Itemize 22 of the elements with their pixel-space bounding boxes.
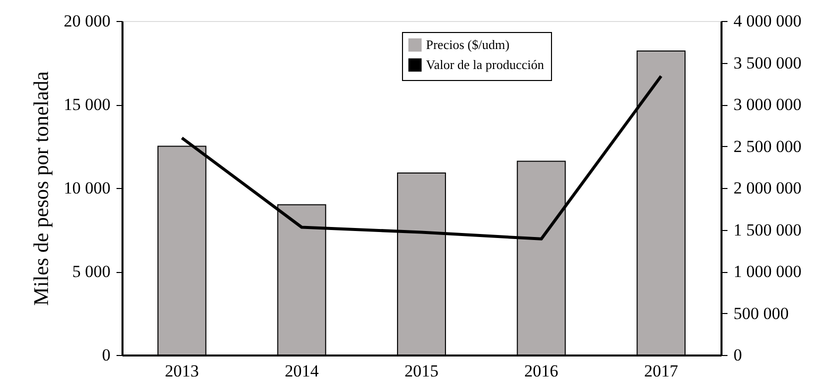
y2-tick-label: 3 000 000 bbox=[734, 95, 802, 114]
x-tick-label: 2013 bbox=[164, 362, 199, 380]
x-tick-label: 2016 bbox=[524, 362, 558, 380]
y2-tick-label: 2 000 000 bbox=[734, 178, 802, 198]
x-tick-label: 2017 bbox=[644, 362, 679, 380]
legend-label: Valor de la producción bbox=[426, 56, 545, 72]
y2-tick-label: 500 000 bbox=[734, 304, 789, 323]
y2-tick-label: 0 bbox=[734, 346, 742, 364]
y-tick-label: 5 000 bbox=[72, 262, 110, 281]
legend-label: Precios ($/udm) bbox=[426, 36, 510, 52]
y2-tick-label: 1 000 000 bbox=[734, 262, 802, 281]
y-tick-label: 10 000 bbox=[64, 178, 110, 198]
y-tick-label: 15 000 bbox=[64, 95, 110, 114]
y-axis-title: Miles de pesos por tonelada bbox=[28, 70, 53, 306]
y2-tick-label: 4 000 000 bbox=[734, 12, 802, 30]
y2-tick-label: 2 500 000 bbox=[734, 136, 802, 156]
y2-tick-label: 1 500 000 bbox=[734, 220, 802, 240]
y-tick-label: 20 000 bbox=[64, 12, 110, 30]
x-tick-label: 2015 bbox=[404, 362, 438, 380]
x-tick-label: 2014 bbox=[284, 362, 320, 380]
y2-tick-label: 3 500 000 bbox=[734, 53, 802, 72]
y-tick-label: 0 bbox=[102, 346, 110, 364]
